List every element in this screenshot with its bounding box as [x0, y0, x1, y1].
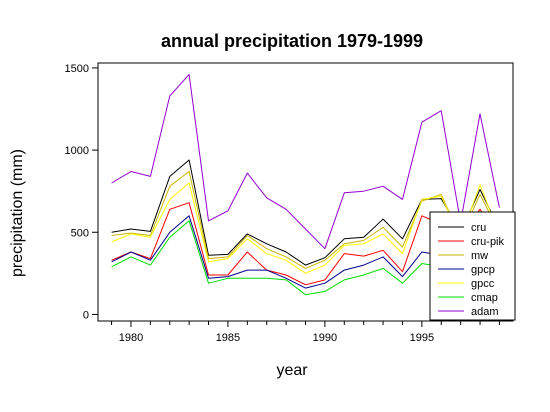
- x-tick-label: 1995: [410, 332, 434, 344]
- series-line-cru: [111, 159, 500, 266]
- series-line-mw: [111, 171, 500, 269]
- legend-label: adam: [471, 306, 499, 318]
- legend-box: [429, 211, 516, 321]
- x-tick-label: 1985: [216, 332, 240, 344]
- legend-label: cmap: [471, 292, 498, 304]
- legend: cru cru-pik mw gpcp gpcc cmap adam: [429, 211, 516, 321]
- legend-label: gpcp: [471, 264, 495, 276]
- series-line-gpcc: [111, 182, 500, 274]
- series-line-adam: [111, 74, 500, 250]
- x-axis: 1980 1985 1990 1995: [111, 321, 500, 344]
- legend-label: mw: [471, 250, 488, 262]
- y-axis: 0 500 1000 1500: [65, 63, 98, 321]
- legend-label: cru: [471, 222, 486, 234]
- legend-label: cru-pik: [471, 236, 505, 248]
- x-tick-label: 1990: [313, 332, 337, 344]
- y-tick-label: 1500: [65, 63, 89, 75]
- y-tick-label: 1000: [65, 145, 89, 157]
- x-axis-label: year: [276, 362, 308, 379]
- y-tick-label: 500: [71, 227, 89, 239]
- chart-title: annual precipitation 1979-1999: [161, 31, 423, 51]
- y-tick-label: 0: [83, 309, 89, 321]
- x-tick-label: 1980: [119, 332, 143, 344]
- legend-label: gpcc: [471, 278, 495, 290]
- y-axis-label: precipitation (mm): [9, 149, 26, 277]
